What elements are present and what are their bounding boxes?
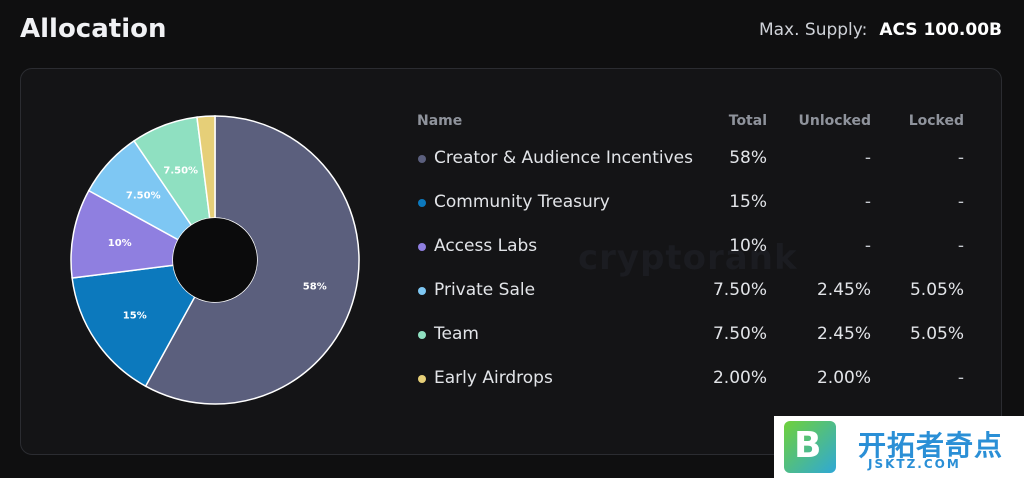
- slice-label: 7.50%: [163, 165, 198, 176]
- row-total: 7.50%: [712, 324, 767, 344]
- row-unlocked: 2.45%: [816, 324, 871, 344]
- row-locked: -: [957, 192, 964, 212]
- watermark: cryptorank: [578, 238, 798, 278]
- row-name: Community Treasury: [434, 192, 610, 212]
- legend-dot: [418, 375, 426, 383]
- table-row[interactable]: Community Treasury 15% - -: [400, 181, 980, 225]
- row-total: 7.50%: [712, 280, 767, 300]
- header-locked: Locked: [908, 113, 964, 129]
- max-supply-label: Max. Supply:: [758, 20, 868, 40]
- legend-dot: [418, 155, 426, 163]
- header-unlocked: Unlocked: [798, 113, 871, 129]
- max-supply-value: ACS 100.00B: [879, 20, 1002, 40]
- promo-badge[interactable]: B 开拓者奇点 JSKTZ.COM: [774, 416, 1024, 478]
- promo-logo-letter: B: [794, 425, 822, 466]
- table-header: Name Total Unlocked Locked: [400, 105, 980, 137]
- max-supply: Max. Supply: ACS 100.00B: [759, 20, 1002, 40]
- table-row[interactable]: Access Labs 10% - -: [400, 225, 980, 269]
- row-unlocked: -: [864, 148, 871, 168]
- table-row[interactable]: Creator & Audience Incentives 58% - -: [400, 137, 980, 181]
- row-total: 2.00%: [712, 368, 767, 388]
- legend-dot: [418, 287, 426, 295]
- table-row[interactable]: Team 7.50% 2.45% 5.05%: [400, 313, 980, 357]
- row-unlocked: -: [864, 192, 871, 212]
- row-total: 10%: [729, 236, 767, 256]
- legend-dot: [418, 243, 426, 251]
- header-total: Total: [728, 113, 767, 129]
- row-locked: -: [957, 368, 964, 388]
- promo-text-en: JSKTZ.COM: [868, 457, 961, 471]
- header-name: Name: [417, 113, 463, 129]
- row-name: Private Sale: [434, 280, 536, 300]
- legend-dot: [418, 199, 426, 207]
- slice-label: 10%: [108, 238, 132, 249]
- allocation-table: Name Total Unlocked Locked Creator & Aud…: [400, 105, 980, 401]
- row-unlocked: 2.45%: [816, 280, 871, 300]
- slice-label: 7.50%: [126, 191, 161, 202]
- donut-hole: [173, 218, 257, 302]
- slice-label: 58%: [303, 282, 327, 293]
- donut-svg: 58% 15% 10% 7.50% 7.50%: [70, 115, 360, 405]
- row-name: Access Labs: [434, 236, 538, 256]
- row-unlocked: -: [864, 236, 871, 256]
- table-row[interactable]: Private Sale 7.50% 2.45% 5.05%: [400, 269, 980, 313]
- legend-dot: [418, 331, 426, 339]
- row-locked: 5.05%: [909, 280, 964, 300]
- row-name: Team: [434, 324, 479, 344]
- row-total: 58%: [729, 148, 767, 168]
- page-title: Allocation: [20, 14, 167, 44]
- row-name: Creator & Audience Incentives: [434, 148, 693, 168]
- row-total: 15%: [729, 192, 767, 212]
- slice-label: 15%: [123, 311, 147, 322]
- promo-logo: B: [784, 421, 836, 473]
- row-unlocked: 2.00%: [816, 368, 871, 388]
- row-locked: -: [957, 148, 964, 168]
- row-locked: 5.05%: [909, 324, 964, 344]
- row-name: Early Airdrops: [434, 368, 553, 388]
- row-locked: -: [957, 236, 964, 256]
- allocation-donut-chart: 58% 15% 10% 7.50% 7.50%: [60, 110, 370, 420]
- table-row[interactable]: Early Airdrops 2.00% 2.00% -: [400, 357, 980, 401]
- promo-text-cn: 开拓者奇点: [858, 429, 1004, 462]
